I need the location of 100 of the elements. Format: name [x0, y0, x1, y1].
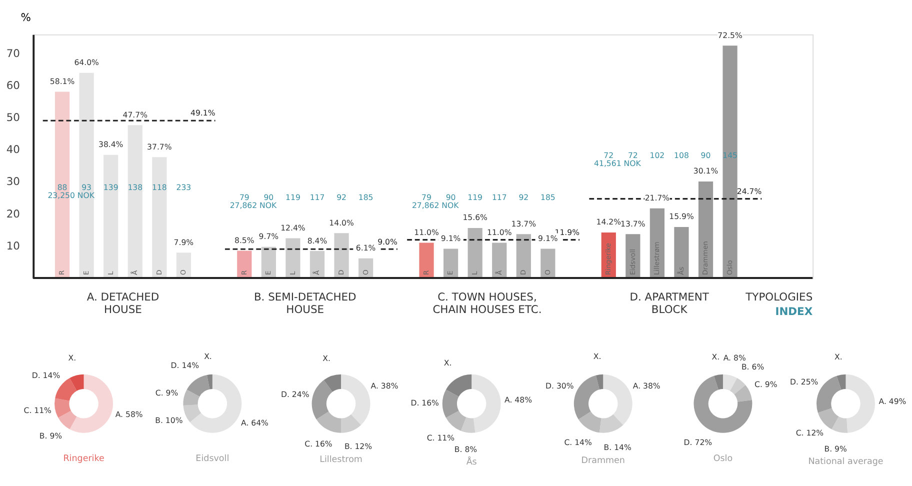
- annotation: 139: [103, 183, 118, 192]
- slice-label: B. 9%: [824, 444, 847, 454]
- slice-label: D. 25%: [790, 377, 818, 386]
- y-tick-label: 20: [6, 207, 20, 220]
- data-label: 13.7%: [511, 219, 536, 228]
- donut-slice: [846, 374, 875, 433]
- data-label: 12.4%: [280, 223, 306, 232]
- annotation: 90: [446, 192, 456, 202]
- donut-slice: [836, 374, 846, 390]
- y-axis-title: %: [20, 11, 31, 24]
- slice-label: D. 14%: [170, 360, 200, 370]
- slice-label: A. 58%: [115, 410, 143, 420]
- slice-label: D. 16%: [410, 398, 439, 408]
- annotation: 118: [152, 183, 167, 192]
- ref-line-label: 49.1%: [190, 108, 216, 118]
- donut-slice: [460, 417, 476, 433]
- donut-slice: [54, 398, 71, 418]
- text: Eidsvoll: [196, 454, 230, 464]
- text: INDEX: [775, 305, 814, 318]
- annotation: 92: [336, 192, 347, 202]
- donut-slice: [603, 374, 632, 425]
- annotation: 93: [82, 183, 92, 192]
- data-label: 64.0%: [74, 58, 99, 68]
- annotation: 72: [604, 151, 614, 160]
- ref-line-label: 9.0%: [378, 237, 398, 246]
- data-label: 30.1%: [693, 166, 718, 176]
- donut-slice: [316, 412, 342, 433]
- slice-label: X.: [68, 353, 76, 362]
- donut-slice: [694, 376, 752, 433]
- text: D. APARTMENT BLOCK: [630, 290, 710, 316]
- x-axis-title: TYPOLOGIES: [744, 290, 813, 304]
- slice-label: C. 12%: [796, 428, 824, 438]
- data-label: 15.6%: [462, 213, 488, 222]
- slice-label: C. 9%: [754, 380, 778, 390]
- text: National average: [808, 456, 884, 467]
- data-label: 8.4%: [307, 236, 328, 246]
- annotation: 27,862 NOK: [230, 200, 278, 210]
- slice-label: X.: [712, 352, 720, 362]
- text: Drammen: [581, 456, 625, 466]
- slice-label: D. 24%: [280, 390, 310, 399]
- donut-slice: [578, 412, 602, 433]
- slice-label: X.: [322, 354, 330, 364]
- data-label: 38.4%: [98, 140, 124, 150]
- annotation: 88: [57, 183, 68, 192]
- slice-label: B. 14%: [604, 443, 632, 452]
- slice-label: X.: [204, 352, 212, 362]
- donut-slice: [714, 374, 723, 390]
- donut-slice: [832, 416, 848, 433]
- donut-slice: [70, 374, 113, 433]
- data-label: 21.7%: [644, 194, 670, 203]
- text: C. TOWN HOUSES, CHAIN HOUSES ETC.: [432, 290, 542, 316]
- annotation: 41,561 NOK: [594, 159, 642, 168]
- annotation: 117: [310, 192, 325, 202]
- slice-label: C. 16%: [304, 440, 332, 449]
- donut-slice: [816, 376, 842, 413]
- slice-label: C. 14%: [564, 438, 592, 448]
- donut-slice: [70, 374, 84, 391]
- data-label: 14.0%: [329, 218, 354, 228]
- data-label: 15.9%: [669, 212, 694, 222]
- donut-slice: [446, 410, 466, 431]
- annotation: 79: [422, 192, 432, 202]
- y-tick-label: 10: [6, 239, 20, 252]
- donut-slice: [472, 374, 501, 433]
- donut-slice: [183, 404, 202, 422]
- slice-label: X.: [593, 352, 602, 362]
- donut-slice: [206, 374, 212, 390]
- annotation: 138: [128, 183, 143, 192]
- annotation: 233: [176, 183, 192, 192]
- donut-slice: [324, 374, 342, 392]
- annotation: 72: [628, 151, 638, 160]
- donut-slice: [818, 408, 839, 430]
- donut-slice: [186, 374, 210, 397]
- donut-slice: [55, 378, 77, 401]
- slice-label: A. 38%: [632, 381, 660, 390]
- slice-label: A. 38%: [370, 381, 398, 390]
- slice-label: A. 49%: [878, 397, 906, 406]
- text: B. SEMI-DETACHED HOUSE: [254, 290, 356, 316]
- data-label: 6.1%: [356, 244, 376, 253]
- data-label: 7.9%: [174, 238, 194, 247]
- y-tick-label: 60: [6, 79, 20, 92]
- slice-label: D. 14%: [32, 371, 60, 380]
- data-label: 11.0%: [486, 228, 512, 237]
- data-label: 13.7%: [620, 219, 646, 228]
- slice-label: B. 12%: [344, 442, 372, 452]
- y-tick-label: 70: [6, 47, 20, 60]
- y-tick-label: 30: [6, 175, 20, 188]
- slice-label: B. 9%: [39, 432, 62, 441]
- data-label: 9.1%: [440, 234, 461, 244]
- annotation: 185: [358, 192, 374, 202]
- donut-slice: [341, 414, 362, 433]
- slice-label: C. 11%: [426, 434, 455, 443]
- slice-label: B. 8%: [454, 445, 478, 454]
- donut-slice: [599, 414, 624, 433]
- donut-slice: [341, 374, 370, 425]
- annotation: 119: [286, 192, 300, 202]
- slice-label: X.: [834, 352, 842, 362]
- text: A. DETACHED HOUSE: [86, 290, 160, 316]
- data-label: 11.0%: [414, 228, 439, 237]
- data-label: 58.1%: [50, 76, 75, 86]
- data-label: 9.7%: [258, 232, 279, 242]
